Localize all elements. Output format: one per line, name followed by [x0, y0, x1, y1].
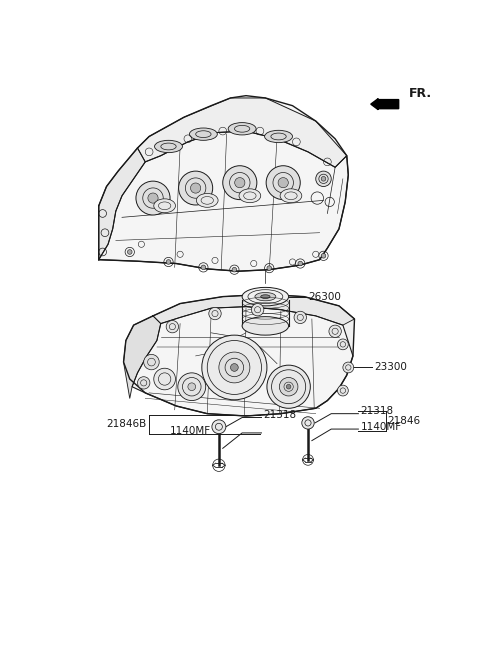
Text: 26300: 26300: [308, 292, 341, 302]
Ellipse shape: [278, 178, 288, 188]
Ellipse shape: [343, 362, 354, 373]
Ellipse shape: [321, 176, 326, 181]
Polygon shape: [137, 98, 347, 167]
Polygon shape: [153, 295, 355, 325]
Text: 21846: 21846: [387, 416, 420, 426]
Ellipse shape: [179, 171, 213, 205]
Ellipse shape: [191, 183, 201, 193]
Ellipse shape: [202, 335, 267, 400]
Ellipse shape: [321, 253, 326, 258]
Text: 21846B: 21846B: [107, 419, 147, 430]
Ellipse shape: [337, 339, 348, 350]
Ellipse shape: [136, 181, 170, 215]
Polygon shape: [123, 316, 161, 398]
Ellipse shape: [264, 131, 292, 142]
Ellipse shape: [255, 293, 276, 301]
Text: 21318: 21318: [360, 406, 394, 417]
Ellipse shape: [286, 384, 291, 389]
Ellipse shape: [166, 321, 179, 333]
Ellipse shape: [298, 261, 302, 266]
Ellipse shape: [148, 193, 158, 203]
Ellipse shape: [261, 295, 270, 298]
Ellipse shape: [155, 140, 182, 153]
Ellipse shape: [190, 128, 217, 140]
Ellipse shape: [230, 363, 238, 371]
Ellipse shape: [219, 352, 250, 383]
Ellipse shape: [239, 189, 261, 203]
Ellipse shape: [294, 311, 306, 323]
Ellipse shape: [252, 304, 264, 316]
Ellipse shape: [235, 178, 245, 188]
Text: FR.: FR.: [409, 87, 432, 100]
Ellipse shape: [232, 268, 237, 272]
Ellipse shape: [228, 123, 256, 135]
Ellipse shape: [196, 194, 218, 207]
Ellipse shape: [144, 354, 159, 370]
Ellipse shape: [242, 317, 288, 335]
Ellipse shape: [266, 166, 300, 199]
Text: 21318: 21318: [263, 410, 296, 420]
Ellipse shape: [267, 365, 311, 408]
Ellipse shape: [166, 260, 171, 264]
FancyArrow shape: [371, 98, 399, 110]
Polygon shape: [123, 295, 355, 416]
Ellipse shape: [212, 420, 226, 434]
Polygon shape: [132, 306, 353, 416]
Ellipse shape: [127, 250, 132, 255]
Ellipse shape: [223, 166, 257, 199]
Text: 23300: 23300: [374, 363, 407, 373]
Ellipse shape: [209, 308, 221, 319]
Ellipse shape: [279, 377, 298, 396]
Polygon shape: [99, 96, 348, 271]
Ellipse shape: [178, 373, 206, 401]
Polygon shape: [99, 131, 348, 271]
Ellipse shape: [154, 199, 176, 213]
Ellipse shape: [280, 189, 302, 203]
Text: 1140MF: 1140MF: [170, 426, 211, 436]
Polygon shape: [99, 148, 145, 260]
Ellipse shape: [337, 385, 348, 396]
Text: 1140MF: 1140MF: [360, 422, 402, 432]
Ellipse shape: [137, 377, 150, 389]
Ellipse shape: [316, 171, 331, 186]
Ellipse shape: [302, 417, 314, 429]
Ellipse shape: [242, 287, 288, 306]
Ellipse shape: [329, 325, 341, 337]
Ellipse shape: [201, 265, 206, 270]
Ellipse shape: [188, 383, 196, 390]
Ellipse shape: [267, 266, 272, 270]
Ellipse shape: [154, 368, 176, 390]
